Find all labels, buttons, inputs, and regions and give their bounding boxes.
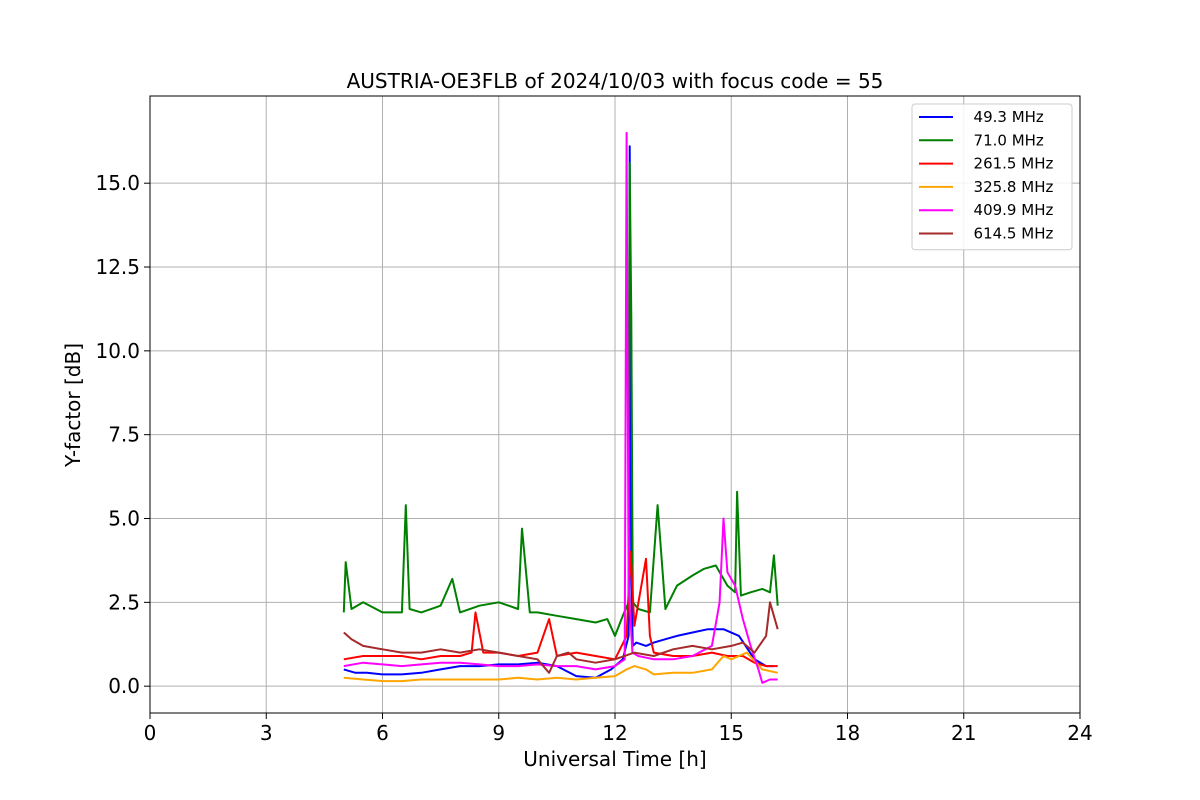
x-axis-label: Universal Time [h] — [523, 747, 706, 771]
series-line-3 — [343, 651, 778, 683]
x-tick-label: 24 — [1067, 721, 1092, 745]
y-tick-label: 5.0 — [108, 507, 140, 531]
series-line-1 — [342, 162, 779, 637]
series-line-5 — [343, 601, 779, 674]
series-line-4 — [343, 131, 778, 684]
legend-label: 49.3 MHz — [964, 108, 1044, 126]
x-tick-label: 12 — [602, 721, 627, 745]
y-tick-label: 7.5 — [108, 423, 140, 447]
x-tick-label: 21 — [951, 721, 976, 745]
x-tick-label: 18 — [835, 721, 860, 745]
series-line-0 — [343, 145, 774, 679]
series-layer — [342, 131, 779, 684]
legend: 49.3 MHz 71.0 MHz 261.5 MHz 325.8 MHz 40… — [911, 103, 1073, 251]
legend-label: 71.0 MHz — [964, 131, 1044, 149]
series-line-2 — [343, 551, 778, 668]
x-tick-label: 0 — [144, 721, 157, 745]
y-axis: 0.0 2.5 5.0 7.5 10.0 12.5 15.0 — [95, 171, 150, 698]
legend-label: 325.8 MHz — [964, 178, 1053, 196]
legend-label: 614.5 MHz — [964, 225, 1053, 243]
y-axis-label: Y-factor [dB] — [61, 343, 85, 468]
x-tick-label: 15 — [719, 721, 744, 745]
legend-label: 261.5 MHz — [964, 155, 1053, 173]
chart-title: AUSTRIA-OE3FLB of 2024/10/03 with focus … — [347, 69, 884, 93]
y-tick-label: 15.0 — [95, 171, 140, 195]
y-tick-label: 12.5 — [95, 255, 140, 279]
x-tick-label: 9 — [492, 721, 505, 745]
x-tick-label: 3 — [260, 721, 273, 745]
y-tick-label: 2.5 — [108, 590, 140, 614]
y-tick-label: 0.0 — [108, 674, 140, 698]
y-tick-label: 10.0 — [95, 339, 140, 363]
legend-label: 409.9 MHz — [964, 201, 1053, 219]
x-axis: 0 3 6 9 12 15 18 21 24 — [144, 713, 1093, 745]
x-tick-label: 6 — [376, 721, 389, 745]
